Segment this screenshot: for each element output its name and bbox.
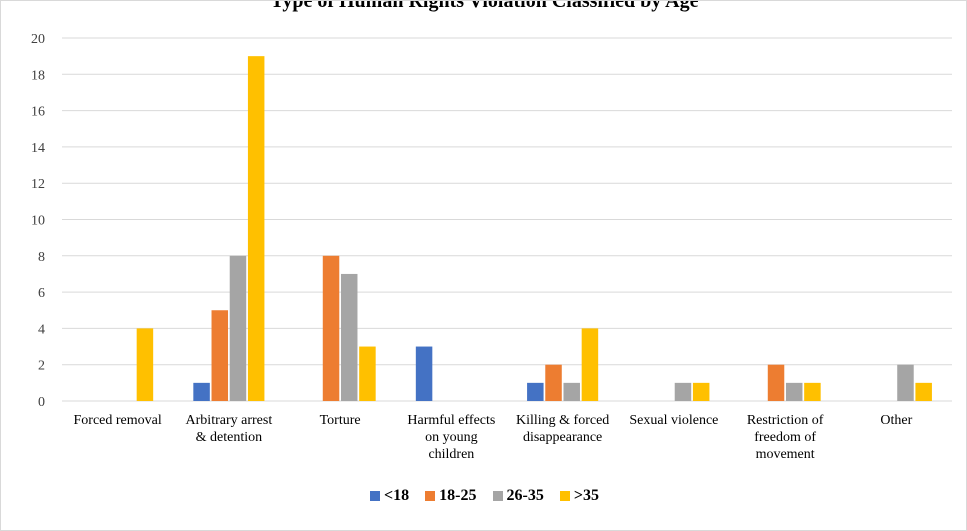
bar xyxy=(563,382,580,401)
x-tick-label: Harmful effects on young children xyxy=(407,413,495,462)
y-tick-label: 2 xyxy=(38,359,45,374)
bar xyxy=(804,382,821,401)
legend-label: 26-35 xyxy=(506,487,544,504)
y-tick-label: 6 xyxy=(38,286,45,301)
legend-item: 18-25 xyxy=(425,487,477,505)
bar xyxy=(322,255,340,401)
bar xyxy=(136,328,154,401)
x-tick-label: Arbitrary arrest & detention xyxy=(186,413,273,445)
x-tick-label-line: & detention xyxy=(196,430,263,445)
bar xyxy=(581,328,599,401)
y-tick-label: 12 xyxy=(31,177,45,192)
bar xyxy=(415,346,433,401)
x-tick-label-line: Restriction of xyxy=(747,413,824,428)
legend-label: <18 xyxy=(384,487,410,504)
x-tick-label: Restriction of freedom of movement xyxy=(747,413,824,462)
chart-title: Type of Human Rights Violation Classifie… xyxy=(270,0,699,12)
bar xyxy=(527,382,544,401)
bar xyxy=(897,364,914,401)
legend-swatch xyxy=(425,491,436,501)
y-tick-label: 14 xyxy=(31,141,45,156)
bar xyxy=(359,346,376,401)
bar xyxy=(340,273,358,401)
x-tick-label: Torture xyxy=(320,413,361,428)
bar xyxy=(211,310,229,401)
x-tick-label: Killing & forced disappearance xyxy=(516,413,609,445)
y-tick-label: 16 xyxy=(31,105,45,120)
bar xyxy=(229,255,247,401)
bar xyxy=(247,56,265,402)
bar xyxy=(674,382,692,401)
x-tick-label: Other xyxy=(880,413,912,428)
legend-swatch xyxy=(492,491,503,501)
x-tick-label-line: on young xyxy=(425,430,478,445)
legend: <18 18-25 26-35 >35 xyxy=(1,487,966,505)
y-tick-label: 0 xyxy=(38,395,45,410)
y-tick-label: 8 xyxy=(38,250,45,265)
legend-swatch xyxy=(370,491,381,501)
y-tick-label: 10 xyxy=(31,214,45,229)
legend-item: 26-35 xyxy=(492,487,544,505)
x-tick-label-line: Torture xyxy=(320,413,361,428)
x-tick-label-line: Arbitrary arrest xyxy=(186,413,273,428)
y-tick-label: 18 xyxy=(31,68,45,83)
bar xyxy=(767,364,785,401)
y-tick-label: 20 xyxy=(31,32,45,47)
bar xyxy=(785,382,803,401)
bar xyxy=(692,382,710,401)
legend-label: 18-25 xyxy=(439,487,477,504)
legend-item: >35 xyxy=(559,487,599,505)
x-tick-label-line: Killing & forced xyxy=(516,413,609,428)
x-tick-label-line: children xyxy=(428,447,474,462)
bar xyxy=(193,382,210,401)
x-tick-label-line: freedom of xyxy=(754,430,816,445)
x-tick-label-line: Sexual violence xyxy=(629,413,718,428)
x-tick-label-line: Harmful effects xyxy=(407,413,495,428)
y-tick-label: 4 xyxy=(38,322,45,337)
bar xyxy=(545,364,562,401)
legend-item: <18 xyxy=(370,487,409,505)
x-tick-label-line: Other xyxy=(880,413,912,428)
legend-label: >35 xyxy=(573,487,599,504)
x-tick-label-line: movement xyxy=(756,447,815,462)
x-tick-label: Forced removal xyxy=(74,413,162,428)
x-tick-label-line: Forced removal xyxy=(74,413,162,428)
x-tick-label-line: disappearance xyxy=(523,430,602,445)
x-tick-label: Sexual violence xyxy=(629,413,718,428)
legend-swatch xyxy=(559,491,570,501)
bar xyxy=(915,382,932,401)
